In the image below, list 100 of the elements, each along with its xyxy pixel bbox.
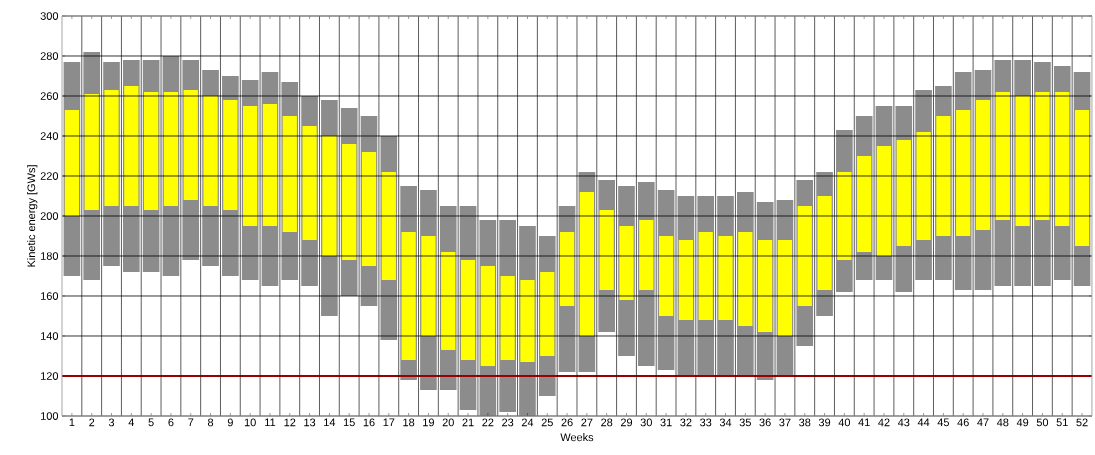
x-tick-label: 12 — [284, 418, 296, 427]
bar — [421, 236, 436, 336]
x-tick-label: 10 — [244, 418, 256, 427]
x-tick-label: 1 — [69, 418, 75, 427]
x-tick-label: 14 — [324, 418, 336, 427]
x-tick-label: 40 — [838, 418, 851, 427]
bar — [1035, 92, 1050, 220]
x-tick-label: 13 — [304, 418, 316, 427]
bar — [243, 106, 258, 226]
x-tick-label: 18 — [403, 418, 415, 427]
x-tick-label: 16 — [363, 418, 375, 427]
x-tick-label: 37 — [779, 418, 791, 427]
bar — [302, 126, 317, 240]
bar — [797, 206, 812, 306]
y-axis-title: Kinetic energy [GWs] — [27, 165, 38, 267]
x-tick-label: 3 — [108, 418, 115, 427]
x-tick-label: 33 — [700, 418, 712, 427]
y-tick-label: 100 — [41, 412, 59, 420]
bar — [124, 86, 139, 206]
x-tick-label: 39 — [818, 418, 831, 427]
bar — [857, 156, 872, 252]
x-tick-label: 19 — [423, 418, 434, 427]
x-tick-label: 6 — [168, 418, 174, 427]
x-tick-label: 31 — [660, 418, 672, 427]
x-tick-label: 48 — [996, 418, 1009, 427]
y-tick-label: 140 — [41, 332, 59, 340]
bar — [559, 232, 575, 306]
y-tick-label: 240 — [40, 132, 59, 140]
bar — [520, 280, 535, 362]
x-axis-title: Weeks — [560, 433, 594, 442]
x-tick-label: 45 — [937, 418, 950, 427]
y-tick-label: 160 — [41, 292, 59, 300]
x-tick-label: 17 — [383, 418, 395, 427]
bar — [342, 144, 357, 260]
x-tick-label: 34 — [719, 418, 732, 427]
bar — [876, 146, 892, 256]
x-tick-label: 7 — [188, 418, 194, 427]
bar — [104, 90, 119, 206]
x-tick-label: 35 — [739, 418, 751, 427]
bar — [163, 92, 179, 206]
y-tick-label: 280 — [40, 52, 59, 60]
y-tick-label: 300 — [40, 12, 59, 20]
x-tick-label: 8 — [207, 418, 214, 427]
bar — [738, 232, 753, 326]
x-tick-label: 25 — [541, 418, 553, 427]
bar — [1015, 96, 1030, 226]
bar — [1055, 92, 1070, 226]
bar — [579, 192, 595, 336]
bar — [441, 252, 456, 350]
bar — [540, 272, 555, 356]
bar — [758, 240, 773, 332]
bar — [203, 96, 218, 206]
x-tick-label: 28 — [601, 418, 613, 427]
x-tick-label: 43 — [897, 418, 910, 427]
x-tick-label: 21 — [462, 418, 474, 427]
x-tick-label: 52 — [1076, 418, 1088, 427]
x-tick-label: 42 — [878, 418, 890, 427]
bar — [361, 152, 377, 266]
bar — [837, 172, 852, 260]
bar — [401, 232, 416, 360]
x-tick-label: 24 — [521, 418, 534, 427]
y-tick-label: 180 — [41, 252, 59, 260]
x-tick-label: 32 — [680, 418, 692, 427]
bar — [619, 226, 634, 300]
bar — [84, 94, 99, 210]
bar — [144, 92, 159, 210]
x-tick-label: 50 — [1036, 418, 1049, 427]
x-tick-label: 38 — [799, 418, 811, 427]
bar — [896, 140, 911, 246]
bar — [817, 196, 832, 290]
x-tick-label: 23 — [502, 418, 514, 427]
bar — [480, 266, 495, 366]
bar — [322, 136, 337, 256]
bar — [658, 236, 674, 316]
bar — [718, 236, 733, 320]
bar — [183, 90, 198, 200]
bar — [698, 232, 713, 320]
x-tick-label: 47 — [977, 418, 989, 427]
bar — [956, 110, 971, 236]
x-tick-label: 5 — [148, 418, 154, 427]
x-tick-label: 49 — [1016, 418, 1029, 427]
bar — [995, 92, 1010, 220]
bar — [599, 210, 614, 290]
bar — [64, 110, 80, 216]
x-tick-label: 15 — [343, 418, 355, 427]
x-tick-label: 9 — [227, 418, 233, 427]
bar — [639, 220, 654, 290]
bar — [936, 116, 951, 236]
x-tick-label: 30 — [640, 418, 652, 427]
x-tick-label: 20 — [442, 418, 454, 427]
bar — [262, 104, 278, 226]
x-tick-label: 36 — [759, 418, 771, 427]
y-tick-label: 220 — [40, 172, 59, 180]
bar — [500, 276, 515, 360]
x-tick-label: 26 — [561, 418, 573, 427]
bar — [777, 240, 793, 336]
x-tick-label: 29 — [620, 418, 633, 427]
x-tick-label: 2 — [89, 418, 95, 427]
x-tick-label: 4 — [128, 418, 135, 427]
bar — [975, 100, 991, 230]
